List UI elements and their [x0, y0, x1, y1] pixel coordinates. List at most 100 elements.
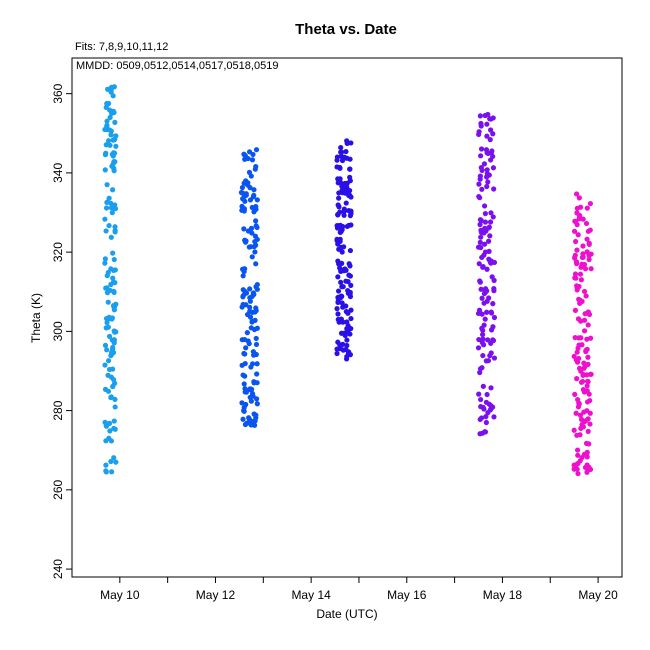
- data-point: [338, 180, 344, 186]
- data-point: [240, 287, 246, 293]
- data-point: [577, 297, 583, 303]
- data-point: [575, 452, 581, 458]
- data-point: [111, 307, 118, 313]
- data-point: [335, 311, 341, 317]
- data-point: [344, 223, 350, 230]
- data-point: [334, 164, 340, 170]
- data-point: [245, 155, 251, 162]
- data-point: [106, 314, 112, 320]
- data-point: [480, 263, 486, 270]
- data-point: [239, 337, 245, 343]
- data-point: [488, 116, 494, 122]
- x-axis-label: Date (UTC): [316, 607, 377, 621]
- data-point: [246, 149, 253, 155]
- data-point: [253, 335, 259, 342]
- data-point: [580, 372, 586, 378]
- data-point: [341, 244, 347, 250]
- data-point: [580, 243, 586, 249]
- data-point: [481, 290, 488, 297]
- data-point: [487, 137, 493, 143]
- data-point: [244, 420, 250, 426]
- data-point: [586, 252, 592, 258]
- data-point: [106, 195, 112, 201]
- data-point: [251, 352, 257, 358]
- data-point: [111, 455, 117, 461]
- data-point: [241, 206, 248, 212]
- data-point: [343, 200, 349, 206]
- data-point: [334, 350, 340, 357]
- data-point: [110, 93, 116, 99]
- data-point: [110, 279, 117, 285]
- data-point: [477, 113, 483, 119]
- data-point: [334, 157, 340, 163]
- data-point: [252, 166, 258, 172]
- data-point: [573, 275, 579, 281]
- y-tick-label: 300: [51, 321, 65, 341]
- data-point: [254, 325, 260, 331]
- data-point: [478, 234, 484, 240]
- data-point: [491, 186, 497, 192]
- data-point: [573, 357, 579, 363]
- data-point: [253, 218, 259, 224]
- y-tick-label: 240: [51, 559, 65, 579]
- data-point: [108, 438, 114, 444]
- data-point: [104, 182, 110, 188]
- data-point: [575, 232, 581, 238]
- data-point: [483, 147, 490, 153]
- data-point: [345, 278, 351, 285]
- data-point: [247, 197, 254, 203]
- data-point: [584, 388, 590, 394]
- data-point: [347, 166, 353, 172]
- data-point: [247, 286, 253, 292]
- data-point: [335, 241, 341, 247]
- data-point: [107, 428, 113, 434]
- data-point: [240, 372, 246, 378]
- data-point: [241, 226, 247, 232]
- data-point: [105, 388, 112, 394]
- data-point: [490, 214, 496, 220]
- data-point: [588, 371, 594, 377]
- data-point: [347, 193, 353, 199]
- data-point: [335, 176, 341, 182]
- data-point: [240, 294, 246, 300]
- data-point: [574, 447, 581, 453]
- data-point: [251, 380, 257, 386]
- data-point: [488, 350, 494, 356]
- data-point: [102, 362, 108, 368]
- data-point: [482, 210, 488, 217]
- data-point: [347, 187, 353, 194]
- data-point: [105, 324, 111, 330]
- data-point: [249, 319, 255, 325]
- data-point: [340, 341, 346, 347]
- data-point: [253, 341, 260, 348]
- data-point: [335, 299, 341, 306]
- data-point: [254, 197, 260, 203]
- data-point: [110, 383, 116, 390]
- data-point: [104, 118, 110, 124]
- data-point: [585, 354, 591, 360]
- data-point: [481, 230, 487, 236]
- data-point: [252, 249, 258, 255]
- data-point: [339, 300, 345, 306]
- data-point: [478, 396, 484, 403]
- data-point: [578, 416, 585, 423]
- data-point: [483, 414, 489, 420]
- data-point: [572, 252, 578, 258]
- data-point: [104, 102, 110, 108]
- data-point: [249, 157, 256, 163]
- mmdd-annotation: MMDD: 0509,0512,0514,0517,0518,0519: [76, 60, 278, 72]
- data-point: [572, 391, 578, 398]
- data-point: [584, 346, 590, 352]
- data-point: [249, 391, 256, 397]
- data-point: [338, 153, 344, 159]
- y-tick-label: 360: [51, 83, 65, 103]
- data-point: [109, 110, 115, 116]
- data-point: [103, 228, 109, 234]
- data-point: [335, 258, 341, 264]
- data-point: [491, 288, 497, 294]
- data-point: [584, 399, 591, 405]
- data-point: [484, 183, 490, 190]
- data-point: [253, 261, 259, 267]
- data-point: [477, 239, 483, 245]
- data-point: [338, 293, 344, 299]
